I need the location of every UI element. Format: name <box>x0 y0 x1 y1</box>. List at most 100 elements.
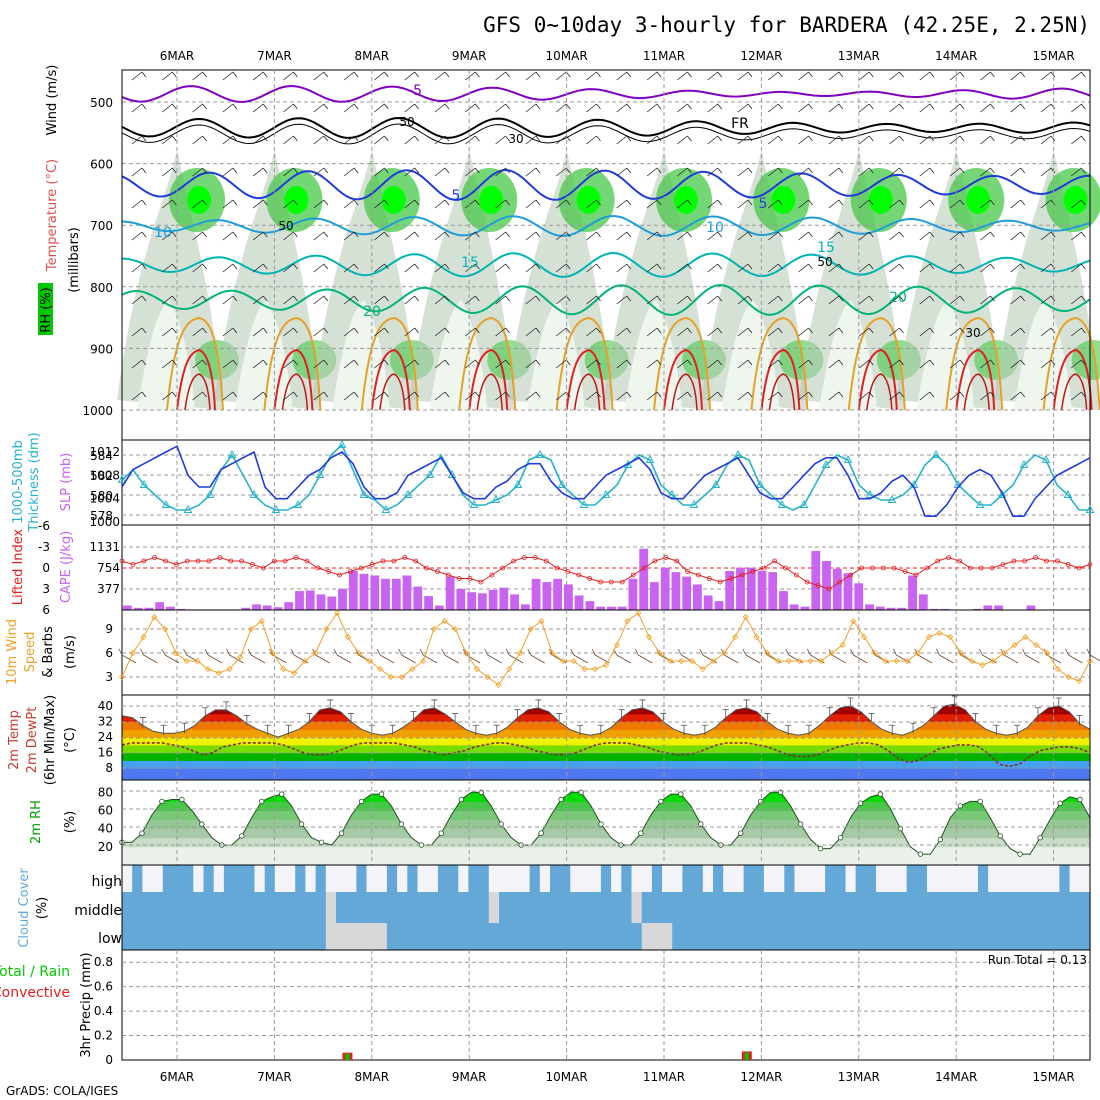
wind-speed-point <box>570 657 577 665</box>
wind-speed-point <box>775 657 782 665</box>
wind-barb <box>707 391 723 401</box>
wind-barb <box>798 327 813 337</box>
temp-tick: 16 <box>98 746 113 760</box>
cloud-cell-low <box>254 923 266 950</box>
wind-barb-10m <box>613 648 631 664</box>
wind-barb <box>919 359 935 369</box>
rh-shade-peak <box>576 186 601 214</box>
temp-minmax-marker <box>202 707 209 718</box>
wind-barb <box>586 167 601 177</box>
isotherm-35 <box>184 373 211 411</box>
wind-barb-10m <box>806 648 825 664</box>
wind-barb <box>131 167 147 177</box>
cape-bar <box>155 602 165 610</box>
date-label-top: 13MAR <box>838 49 880 63</box>
temp-minmax-marker <box>1014 724 1021 736</box>
thickness-tick: 584 <box>90 449 113 463</box>
wind-barb <box>1040 359 1056 369</box>
wind-barb <box>252 135 268 145</box>
wind-barb <box>949 359 965 369</box>
cloud-cell-high <box>886 865 897 892</box>
cloud-cell-middle <box>305 892 317 923</box>
cape-bar <box>574 595 584 610</box>
cloud-cell-low <box>1049 923 1060 950</box>
isotherm-35 <box>671 373 698 411</box>
cloud-cell-middle <box>193 892 205 923</box>
wind-speed-point <box>280 665 287 673</box>
wind-barb <box>222 391 238 401</box>
rh-tick: 20 <box>98 840 113 854</box>
thickness-point <box>1085 504 1095 513</box>
wind-barb <box>677 71 692 81</box>
wind-speed-point <box>441 617 448 625</box>
wind-barb-10m <box>118 648 137 664</box>
wind-barb <box>131 135 147 145</box>
temp-minmax-marker <box>722 709 729 720</box>
cloud-cell-middle <box>488 892 500 923</box>
cloud-cell-high <box>662 865 673 892</box>
thickness-point <box>183 504 193 513</box>
li-point <box>880 565 886 571</box>
cloud-cell-low <box>825 923 836 950</box>
cloud-cell-middle <box>651 892 663 923</box>
cloud-cell-high <box>855 865 867 892</box>
wind-barb <box>465 327 480 337</box>
rh-point <box>398 821 405 827</box>
cloud-cell-high <box>162 865 174 892</box>
wind-barb <box>980 231 995 241</box>
wind-barb <box>980 391 995 401</box>
wind-barb <box>828 231 844 241</box>
wind-speed-point <box>807 657 814 665</box>
thickness-point <box>667 489 677 498</box>
cloud-cell-high <box>753 865 765 892</box>
cloud-cell-high <box>845 865 857 892</box>
cloud-row-low: low <box>98 931 122 947</box>
dewpt-axis-label: 2m DewPt <box>25 707 40 774</box>
cloud-cell-middle <box>814 892 826 923</box>
wind-barb <box>222 231 238 241</box>
cloud-cell-low <box>417 923 429 950</box>
wind-barb-10m <box>161 648 180 664</box>
isotherm-label: FR <box>731 116 749 132</box>
wind-barb <box>465 263 480 273</box>
li-point <box>239 558 245 564</box>
thickness-point <box>403 489 413 498</box>
wind-speed-point <box>1076 677 1083 685</box>
wind-barb <box>313 199 329 209</box>
temp-minmax-marker <box>514 709 521 720</box>
cloud-units-label: (%) <box>35 897 50 920</box>
rh-point <box>1017 851 1023 857</box>
pressure-tick: 600 <box>90 158 113 172</box>
wind-barb <box>616 327 632 337</box>
rh-contour-label: 30 <box>965 326 980 340</box>
cape-bar <box>510 594 519 610</box>
rh-point <box>458 796 464 803</box>
chart-title: GFS 0~10day 3-hourly for BARDERA (42.25E… <box>483 13 1090 37</box>
cloud-cell-middle <box>162 892 174 923</box>
wind-barb <box>707 167 723 177</box>
wind-speed-point <box>151 613 158 621</box>
wind-barb <box>889 391 904 401</box>
precip-tick: 0.2 <box>94 1029 113 1043</box>
li-point <box>978 565 984 571</box>
wind-barb <box>162 103 177 113</box>
wind-barb <box>434 295 450 305</box>
wind-barb <box>586 103 601 113</box>
cloud-row-high: high <box>91 874 122 890</box>
temp-minmax-marker <box>930 707 937 718</box>
cloud-cell-low <box>590 923 602 950</box>
wind-barb <box>677 359 692 369</box>
wind-barb <box>555 263 571 273</box>
wind-barb <box>646 167 662 177</box>
isotherm-30 <box>857 348 898 411</box>
slp-series <box>121 445 1091 518</box>
wind-speed-point <box>248 625 255 633</box>
cloud-cell-high <box>285 865 296 892</box>
wind-speed-point <box>258 617 265 625</box>
wind-barb <box>525 295 541 305</box>
li-point <box>532 555 538 560</box>
cloud-cell-low <box>1028 923 1040 950</box>
rh-point <box>797 821 804 827</box>
cloud-cell-middle <box>977 892 989 923</box>
cloud-cell-high <box>998 865 1010 892</box>
